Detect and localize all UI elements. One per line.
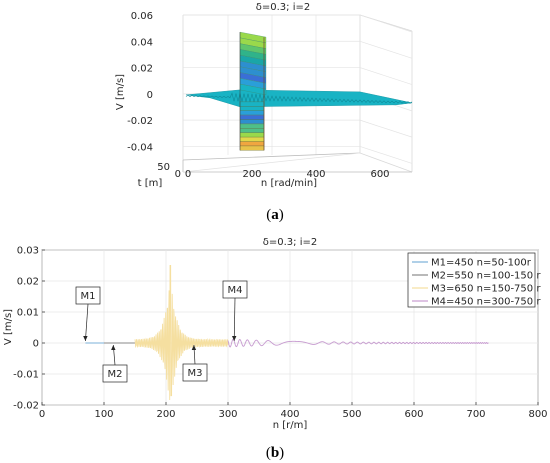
- panel-b-y-tick-label: 0.03: [17, 246, 39, 257]
- panel-b-x-tick-label: 200: [156, 409, 175, 420]
- caption-b: (b): [266, 445, 284, 461]
- annotation-label: M1: [81, 291, 96, 302]
- panel-a-z-tick-label: -0.02: [127, 116, 153, 127]
- panel-a-y-tick-label: 0: [175, 169, 181, 180]
- panel-b-x-tick-label: 600: [404, 409, 423, 420]
- panel-a-burst-lower: [239, 145, 265, 151]
- panel-b-x-label: n [r/m]: [273, 420, 308, 431]
- panel-a-baseline-noise: [185, 92, 413, 104]
- panel-a-z-label: V [m/s]: [115, 74, 126, 110]
- panel-b-x-tick-label: 300: [218, 409, 237, 420]
- panel-a: δ=0.3; i=2 0.06 0.04 0.02 0 -0.02 -0.04 0 200 4…: [115, 2, 413, 189]
- annotation-label: M4: [228, 285, 243, 296]
- panel-b-legend: M1=450 n=50-100r M2=550 n=100-150 r M3=650…: [407, 252, 541, 308]
- panel-b-annotations: M1 M2 M3 M4: [75, 280, 248, 383]
- panel-b-x-tick-label: 800: [528, 409, 547, 420]
- panel-b-y-tick-label: 0.02: [17, 277, 39, 288]
- panel-b-series: [85, 265, 489, 401]
- legend-entry: M1=450 n=50-100r: [431, 258, 532, 269]
- annotation-label: M2: [108, 369, 123, 380]
- panel-a-burst-lower: [239, 101, 265, 107]
- panel-b-title: δ=0.3; i=2: [263, 237, 317, 248]
- panel-b-series-m4: [227, 338, 489, 348]
- panel-b-x-tick-label: 700: [466, 409, 485, 420]
- panel-a-burst-lower: [239, 110, 265, 116]
- panel-b-annotation-m2: M2: [102, 344, 128, 383]
- panel-b-series-m3: [134, 265, 229, 401]
- panel-b-y-tick-label: 0: [33, 339, 39, 350]
- legend-entry: M4=450 n=300-750 r: [431, 297, 541, 308]
- panel-a-baseline-band: [185, 89, 413, 108]
- panel-a-x-tick-label: 200: [242, 169, 261, 180]
- panel-a-z-tick-label: 0: [147, 90, 153, 101]
- panel-b-annotation-m4: M4: [222, 280, 248, 342]
- panel-b-x-tick-label: 100: [94, 409, 113, 420]
- panel-a-burst-lower: [239, 106, 265, 111]
- panel-a-z-tick-label: 0.06: [131, 11, 153, 22]
- panel-a-hgrid-side: [359, 67, 413, 85]
- panel-b-y-tick-label: -0.02: [13, 401, 39, 412]
- annotation-arrow: [85, 303, 89, 342]
- annotation-arrowhead: [232, 336, 237, 341]
- panel-a-burst-lower: [239, 136, 265, 142]
- panel-a-burst-lower: [239, 128, 265, 133]
- panel-b-x-ticks: 0 100 200 300 400 500 600 700 800: [39, 402, 548, 420]
- panel-b: δ=0.3; i=2 0 100 200 300 400 500 600 700 800 0.0…: [3, 237, 548, 431]
- panel-a-burst-lower: [239, 119, 265, 125]
- panel-a-y-ticks: 0 50: [157, 162, 181, 180]
- panel-a-z-tick-label: -0.04: [127, 142, 153, 153]
- panel-a-title: δ=0.3; i=2: [256, 2, 310, 13]
- panel-a-x-tick-label: 400: [306, 169, 325, 180]
- panel-a-burst-lower: [239, 141, 265, 147]
- panel-a-z-tick-label: 0.04: [131, 37, 153, 48]
- panel-a-x-label: n [rad/min]: [261, 178, 317, 189]
- panel-a-burst-lower: [239, 123, 265, 129]
- panel-b-annotation-m1: M1: [75, 286, 101, 342]
- panel-a-burst-lower: [239, 132, 265, 138]
- panel-b-y-tick-label: 0.01: [17, 308, 39, 319]
- panel-a-y-label: t [m]: [138, 178, 163, 189]
- panel-b-x-tick-label: 500: [342, 409, 361, 420]
- annotation-arrowhead: [111, 345, 116, 350]
- panel-a-burst-lower: [239, 114, 265, 120]
- panel-a-gridlines: [183, 14, 413, 164]
- panel-a-surface: [185, 31, 413, 151]
- panel-a-y-tick-label: 50: [157, 162, 170, 173]
- panel-b-x-tick-label: 400: [280, 409, 299, 420]
- panel-b-x-tick-label: 0: [39, 409, 45, 420]
- annotation-arrowhead: [83, 336, 88, 341]
- panel-a-hgrid-side: [359, 14, 413, 33]
- panel-b-annotation-m3: M3: [182, 344, 208, 382]
- panel-b-y-label: V [m/s]: [3, 309, 14, 345]
- panel-a-z-tick-label: 0.02: [131, 64, 153, 75]
- annotation-arrow: [233, 297, 236, 342]
- panel-a-z-ticks: 0.06 0.04 0.02 0 -0.02 -0.04: [127, 11, 153, 153]
- legend-entry: M3=650 n=150-750 r: [431, 284, 541, 295]
- panel-a-floor: [182, 152, 412, 173]
- panel-b-y-ticks: 0.03 0.02 0.01 0 -0.01 -0.02: [13, 246, 45, 412]
- legend-box: [407, 252, 536, 308]
- panel-b-y-tick-label: -0.01: [13, 370, 39, 381]
- panel-a-x-tick-label: 0: [185, 169, 191, 180]
- annotation-label: M3: [188, 368, 203, 379]
- legend-entry: M2=550 n=100-150 r: [431, 271, 541, 282]
- panel-a-hgrid-side: [359, 146, 413, 164]
- panel-a-hgrid-side: [359, 119, 413, 138]
- panel-a-x-ticks: 0 200 400 600: [185, 169, 390, 180]
- panel-a-x-tick-label: 600: [370, 169, 389, 180]
- caption-a: (a): [266, 207, 284, 223]
- panel-a-hgrid-side: [359, 40, 413, 59]
- annotation-arrowhead: [191, 345, 197, 350]
